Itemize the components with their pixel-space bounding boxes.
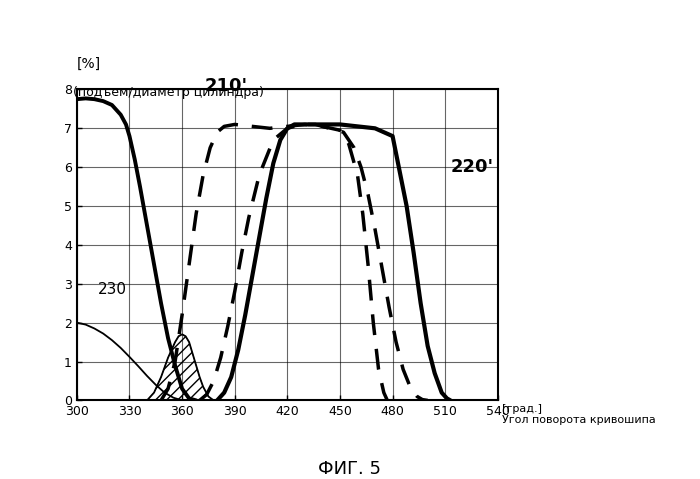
Text: 210: 210 (0, 478, 1, 479)
Text: (подъем/диаметр цилиндра): (подъем/диаметр цилиндра) (73, 86, 263, 99)
Text: [град.]
Угол поворота кривошипа: [град.] Угол поворота кривошипа (502, 403, 656, 425)
Text: 220': 220' (451, 158, 494, 176)
Text: ФИГ. 5: ФИГ. 5 (318, 460, 382, 478)
Text: 220: 220 (0, 478, 1, 479)
Text: [%]: [%] (77, 57, 101, 71)
Text: 230: 230 (98, 282, 127, 297)
Text: 210': 210' (204, 77, 248, 95)
